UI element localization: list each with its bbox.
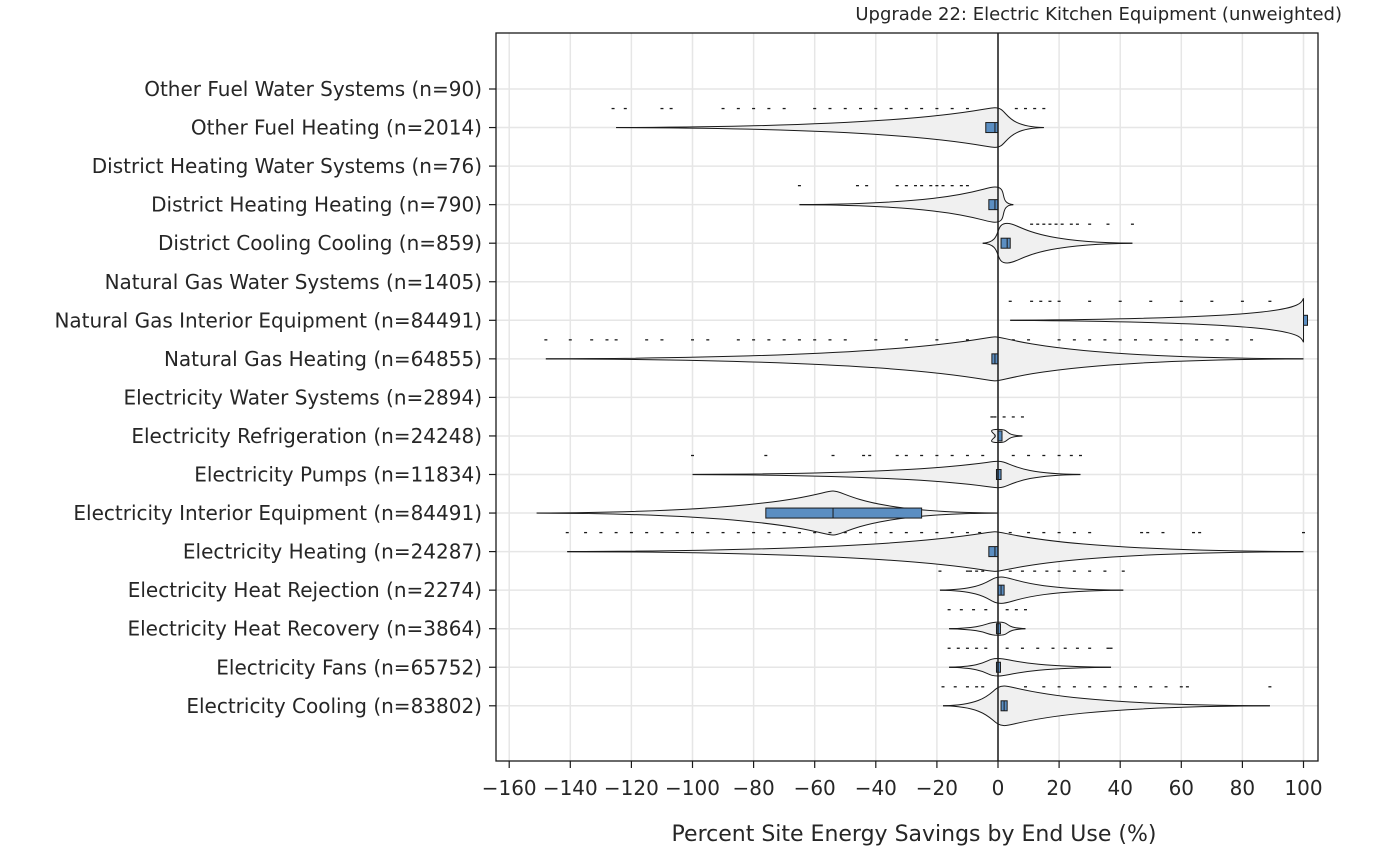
x-axis-label: Percent Site Energy Savings by End Use (… bbox=[672, 822, 1157, 847]
category-label: Electricity Refrigeration (n=24248) bbox=[131, 424, 482, 448]
box-iqr bbox=[988, 199, 999, 211]
violin-shape bbox=[545, 336, 1304, 382]
category-label: District Cooling Cooling (n=859) bbox=[158, 231, 482, 255]
category-label: Other Fuel Heating (n=2014) bbox=[191, 116, 482, 140]
x-tick-label: 40 bbox=[1107, 776, 1132, 800]
violin-group bbox=[797, 184, 1014, 223]
violin-shape bbox=[692, 460, 1081, 489]
x-tick-label: −140 bbox=[543, 776, 598, 800]
x-tick-label: −80 bbox=[732, 776, 774, 800]
y-axis-categories: Other Fuel Water Systems (n=90) Other Fue… bbox=[54, 77, 496, 718]
box-iqr bbox=[765, 507, 923, 519]
violin-shape bbox=[991, 428, 1023, 444]
x-tick-label: −120 bbox=[604, 776, 659, 800]
category-label: Electricity Fans (n=65752) bbox=[216, 655, 482, 679]
violin-shape bbox=[1010, 298, 1304, 343]
x-axis-ticks: −160 −140 −120 −100 −80 −60 −40 −20 0 20 40 60 80 100 bbox=[482, 761, 1323, 800]
box-iqr bbox=[985, 122, 999, 134]
box-iqr bbox=[1000, 237, 1011, 249]
category-label: Electricity Heating (n=24287) bbox=[183, 540, 482, 564]
x-tick-label: −100 bbox=[665, 776, 720, 800]
category-label: Electricity Cooling (n=83802) bbox=[186, 694, 482, 718]
violin-group bbox=[941, 685, 1272, 727]
x-tick-label: 0 bbox=[992, 776, 1005, 800]
violin-group bbox=[691, 454, 1082, 489]
violin-group bbox=[544, 336, 1304, 382]
x-tick-label: 20 bbox=[1046, 776, 1071, 800]
violin-group bbox=[938, 570, 1125, 604]
box-iqr bbox=[988, 546, 999, 558]
x-tick-label: −20 bbox=[916, 776, 958, 800]
category-label: Electricity Interior Equipment (n=84491) bbox=[73, 501, 482, 525]
violin-shape bbox=[616, 107, 1044, 148]
x-tick-label: −60 bbox=[794, 776, 836, 800]
category-label: District Heating Heating (n=790) bbox=[151, 193, 482, 217]
box-iqr bbox=[995, 469, 1002, 480]
chart-title: Upgrade 22: Electric Kitchen Equipment (… bbox=[855, 4, 1342, 25]
box-iqr bbox=[1303, 314, 1308, 326]
violin-group bbox=[1008, 298, 1308, 343]
x-tick-label: 80 bbox=[1230, 776, 1255, 800]
violin-shape bbox=[949, 621, 1026, 636]
violin-shape bbox=[949, 657, 1112, 677]
violin-layer bbox=[536, 33, 1308, 761]
violin-group bbox=[536, 490, 999, 536]
x-tick-label: 100 bbox=[1284, 776, 1322, 800]
violin-shape bbox=[982, 222, 1133, 264]
x-tick-label: −160 bbox=[482, 776, 537, 800]
category-label: Other Fuel Water Systems (n=90) bbox=[144, 77, 482, 101]
violin-group bbox=[947, 647, 1113, 677]
grid-lines bbox=[496, 33, 1318, 761]
category-label: Electricity Pumps (n=11834) bbox=[194, 463, 482, 487]
violin-shape bbox=[567, 531, 1304, 572]
x-tick-label: 60 bbox=[1169, 776, 1194, 800]
violin-group bbox=[947, 609, 1027, 636]
category-label: Electricity Heat Rejection (n=2274) bbox=[128, 578, 482, 602]
violin-group bbox=[982, 222, 1134, 264]
category-label: Natural Gas Water Systems (n=1405) bbox=[105, 270, 482, 294]
violin-shape bbox=[943, 685, 1270, 727]
category-label: Electricity Heat Recovery (n=3864) bbox=[127, 617, 482, 641]
violin-group bbox=[565, 531, 1305, 572]
category-label: Natural Gas Heating (n=64855) bbox=[164, 347, 482, 371]
category-label: Electricity Water Systems (n=2894) bbox=[124, 385, 482, 409]
category-label: Natural Gas Interior Equipment (n=84491) bbox=[54, 308, 482, 332]
category-label: District Heating Water Systems (n=76) bbox=[92, 154, 482, 178]
violin-group bbox=[611, 107, 1046, 148]
violin-shape bbox=[799, 186, 1014, 223]
violin-shape bbox=[939, 576, 1124, 604]
violin-group bbox=[990, 416, 1024, 444]
x-tick-label: −40 bbox=[855, 776, 897, 800]
